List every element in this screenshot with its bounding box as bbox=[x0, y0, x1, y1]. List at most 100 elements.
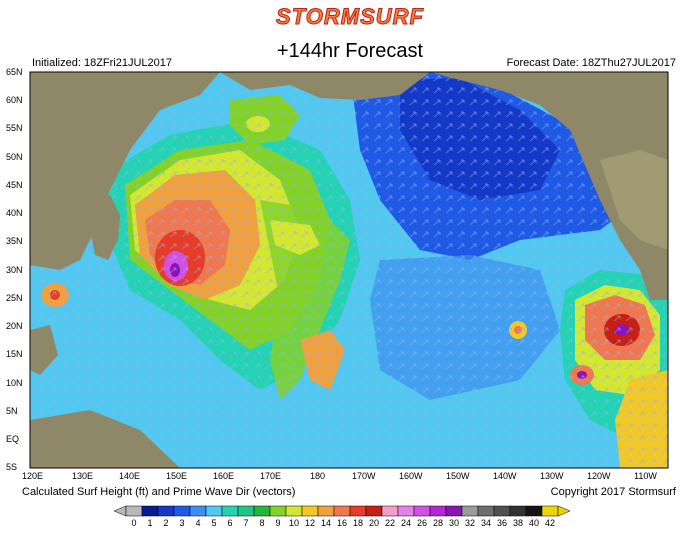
legend-label: 42 bbox=[545, 518, 555, 528]
legend-label: 40 bbox=[529, 518, 539, 528]
legend-label: 30 bbox=[449, 518, 459, 528]
legend-swatch bbox=[413, 505, 431, 517]
lon-label: 160W bbox=[399, 471, 423, 481]
map-frame bbox=[29, 71, 669, 469]
lat-label: 10N bbox=[6, 378, 23, 388]
legend-swatch bbox=[285, 505, 303, 517]
surf-height-legend: 0 1 2 3 4 5 6 7 8 9 10 12 14 16 18 20 22 24 26 28 30 32 34 36 38… bbox=[113, 505, 571, 528]
legend-swatch bbox=[349, 505, 367, 517]
legend-label: 18 bbox=[353, 518, 363, 528]
legend-swatch bbox=[317, 505, 335, 517]
legend-label: 12 bbox=[305, 518, 315, 528]
lon-label: 150W bbox=[446, 471, 470, 481]
legend-label: 0 bbox=[131, 518, 136, 528]
legend-swatch bbox=[493, 505, 511, 517]
lon-label: 170W bbox=[352, 471, 376, 481]
legend-swatch bbox=[541, 505, 559, 517]
lat-label: 30N bbox=[6, 265, 23, 275]
lon-label: 180 bbox=[310, 471, 325, 481]
legend-label: 5 bbox=[211, 518, 216, 528]
legend-label: 7 bbox=[243, 518, 248, 528]
legend-label: 9 bbox=[275, 518, 280, 528]
map-caption: Calculated Surf Height (ft) and Prime Wa… bbox=[22, 486, 296, 498]
japan bbox=[90, 195, 120, 260]
lon-label: 170E bbox=[260, 471, 281, 481]
legend-swatch bbox=[221, 505, 239, 517]
legend-swatch bbox=[381, 505, 399, 517]
legend-swatch bbox=[173, 505, 191, 517]
legend-label: 38 bbox=[513, 518, 523, 528]
indonesia bbox=[30, 410, 180, 468]
legend-label: 6 bbox=[227, 518, 232, 528]
longitude-axis: 120E 130E 140E 150E 160E 170E 180 170W 1… bbox=[22, 471, 657, 481]
lon-label: 130E bbox=[72, 471, 93, 481]
legend-label: 34 bbox=[481, 518, 491, 528]
lon-label: 120E bbox=[22, 471, 43, 481]
lon-label: 110W bbox=[634, 471, 657, 481]
lat-label: EQ bbox=[6, 434, 19, 444]
legend-swatch bbox=[397, 505, 415, 517]
legend-swatch bbox=[461, 505, 479, 517]
legend-swatch bbox=[125, 505, 143, 517]
asia-landmass bbox=[30, 72, 220, 270]
legend-swatch bbox=[189, 505, 207, 517]
legend-swatch bbox=[525, 505, 543, 517]
legend-swatch bbox=[157, 505, 175, 517]
legend-label: 4 bbox=[195, 518, 200, 528]
legend-swatch bbox=[141, 505, 159, 517]
legend-label: 36 bbox=[497, 518, 507, 528]
legend-swatch bbox=[253, 505, 271, 517]
lat-label: 35N bbox=[6, 236, 23, 246]
legend-swatch bbox=[429, 505, 447, 517]
legend-swatch bbox=[509, 505, 527, 517]
legend-label: 8 bbox=[259, 518, 264, 528]
legend-swatch bbox=[301, 505, 319, 517]
legend-swatch bbox=[477, 505, 495, 517]
lat-label: 55N bbox=[6, 123, 23, 133]
lat-label: 20N bbox=[6, 321, 23, 331]
legend-arrow-left bbox=[113, 505, 127, 517]
philippines bbox=[30, 325, 58, 375]
legend-label: 1 bbox=[147, 518, 152, 528]
lon-label: 160E bbox=[213, 471, 234, 481]
alaska-north bbox=[220, 72, 430, 100]
legend-label: 10 bbox=[289, 518, 299, 528]
map-field bbox=[30, 72, 668, 468]
lat-label: 5N bbox=[6, 406, 18, 416]
lat-label: 15N bbox=[6, 349, 23, 359]
legend-label: 32 bbox=[465, 518, 475, 528]
lat-label: 65N bbox=[6, 67, 23, 77]
lon-label: 120W bbox=[587, 471, 611, 481]
copyright-notice: Copyright 2017 Stormsurf bbox=[550, 486, 676, 498]
lat-label: 5S bbox=[6, 462, 17, 472]
legend-label: 3 bbox=[179, 518, 184, 528]
legend-label: 26 bbox=[417, 518, 427, 528]
legend-swatch bbox=[237, 505, 255, 517]
legend-label: 16 bbox=[337, 518, 347, 528]
north-america bbox=[430, 72, 668, 300]
legend-swatch bbox=[333, 505, 351, 517]
legend-label: 20 bbox=[369, 518, 379, 528]
legend-swatch bbox=[269, 505, 287, 517]
legend-label: 24 bbox=[401, 518, 411, 528]
legend-swatch bbox=[445, 505, 463, 517]
forecast-title: +144hr Forecast bbox=[276, 40, 424, 62]
lat-label: 40N bbox=[6, 208, 23, 218]
legend-label: 2 bbox=[163, 518, 168, 528]
western-us bbox=[600, 150, 668, 250]
lat-label: 25N bbox=[6, 293, 23, 303]
legend-label: 28 bbox=[433, 518, 443, 528]
lon-label: 140E bbox=[119, 471, 140, 481]
initialized-label: Initialized: 18ZFri21JUL2017 bbox=[32, 57, 173, 69]
stormsurf-logo: STORMSURF bbox=[276, 4, 424, 30]
legend-arrow-right bbox=[557, 505, 571, 517]
lon-label: 130W bbox=[540, 471, 564, 481]
legend-swatch bbox=[365, 505, 383, 517]
lon-label: 150E bbox=[166, 471, 187, 481]
legend-swatch bbox=[205, 505, 223, 517]
lat-label: 60N bbox=[6, 95, 23, 105]
legend-label: 22 bbox=[385, 518, 395, 528]
lon-label: 140W bbox=[493, 471, 517, 481]
lat-label: 45N bbox=[6, 180, 23, 190]
